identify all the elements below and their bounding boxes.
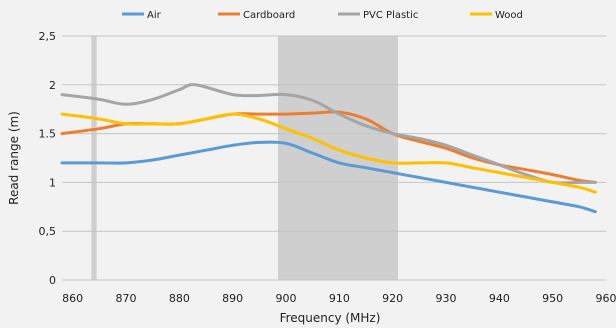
y-tick-label: 0 xyxy=(49,274,56,287)
legend-label: Wood xyxy=(495,10,523,21)
y-tick-label: 1 xyxy=(49,176,56,189)
legend-item-pvc-plastic: PVC Plastic xyxy=(338,10,418,21)
x-tick-label: 900 xyxy=(276,292,297,305)
x-tick-label: 860 xyxy=(62,292,83,305)
x-tick-label: 950 xyxy=(542,292,563,305)
x-tick-label: 940 xyxy=(489,292,510,305)
y-tick-label: 2 xyxy=(49,79,56,92)
y-tick-label: 0,5 xyxy=(39,225,57,238)
legend-label: Air xyxy=(147,10,162,21)
legend-item-cardboard: Cardboard xyxy=(218,10,295,21)
legend-label: Cardboard xyxy=(243,10,295,21)
x-axis-title: Frequency (MHz) xyxy=(280,311,381,325)
shaded-bands xyxy=(91,36,398,280)
x-tick-label: 870 xyxy=(116,292,137,305)
x-tick-label: 910 xyxy=(329,292,350,305)
series-line-pvc-plastic xyxy=(60,83,597,185)
legend: Air Cardboard PVC Plastic Wood xyxy=(122,10,523,21)
series-line-wood xyxy=(60,112,597,194)
shaded-band-1 xyxy=(278,36,398,280)
x-tick-label: 880 xyxy=(169,292,190,305)
series-lines xyxy=(60,83,597,214)
legend-label: PVC Plastic xyxy=(363,10,418,21)
x-tick-label: 890 xyxy=(222,292,243,305)
y-tick-label: 2,5 xyxy=(39,30,57,43)
y-tick-labels: 0 0,5 1 1.5 2 2,5 xyxy=(39,30,57,287)
x-tick-label: 930 xyxy=(436,292,457,305)
y-tick-label: 1.5 xyxy=(39,128,57,141)
legend-item-air: Air xyxy=(122,10,162,21)
series-line-air xyxy=(60,140,597,214)
y-axis-title: Read range (m) xyxy=(7,111,21,205)
x-tick-label: 960 xyxy=(596,292,616,305)
x-tick-labels: 860 870 880 890 900 910 920 930 940 950 960 xyxy=(62,292,616,305)
shaded-band-0 xyxy=(91,36,97,280)
x-tick-label: 920 xyxy=(382,292,403,305)
legend-item-wood: Wood xyxy=(470,10,523,21)
gridlines xyxy=(62,35,606,281)
